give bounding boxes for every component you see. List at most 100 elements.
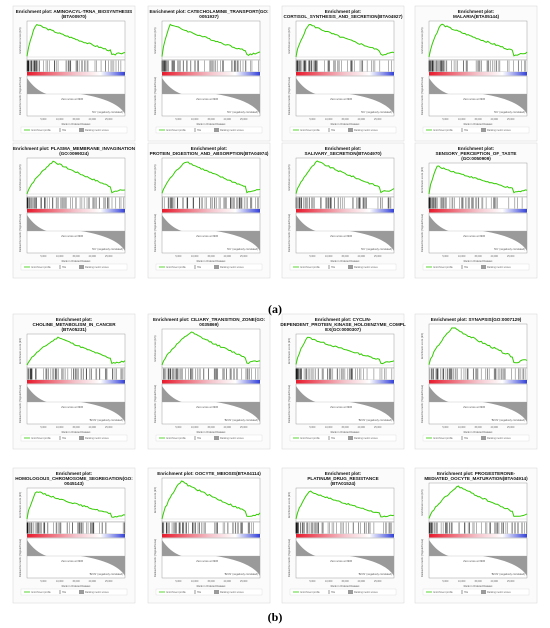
x-tick-label: 20,000 (491, 255, 499, 258)
legend-hits-label: Hits (331, 437, 336, 440)
gsea-panel-13: Enrichment plot:HOMOLOGOUS_CHROMOSOME_SE… (12, 467, 136, 604)
x-axis-label: Rank in Ordered Dataset (464, 122, 493, 126)
legend-metric-label: Ranking metric scores (487, 591, 511, 594)
panel-title-line: Enrichment plot: (458, 9, 495, 14)
x-tick-label: 20,000 (358, 426, 366, 429)
x-tick-label: 5,000 (40, 580, 47, 583)
metric-positive-area (162, 78, 182, 94)
x-tick-label: 20,000 (89, 255, 97, 258)
legend-profile-label: Enrichment profile (167, 437, 187, 440)
gsea-panel-2: Enrichment plot: CATECHOLAMINE_TRANSPORT… (147, 5, 271, 142)
legend-metric-label: Ranking metric scores (85, 437, 109, 440)
metric-positive-area (162, 215, 182, 231)
zero-cross-label: Zero score at 3936 (330, 97, 352, 101)
es-plot-area (161, 477, 261, 523)
x-tick-label: 25,000 (240, 426, 248, 429)
x-tick-label: 15,000 (207, 255, 215, 258)
x-axis-label: Rank in Ordered Dataset (331, 584, 360, 588)
neg-correlated-label: 'BrCN' (negatively correlated) (89, 418, 123, 422)
legend-profile-label: Enrichment profile (167, 129, 187, 132)
x-tick-label: 10,000 (325, 580, 333, 583)
x-tick-label: 5,000 (309, 255, 316, 258)
legend-box (289, 588, 397, 596)
x-tick-label: 20,000 (491, 580, 499, 583)
zero-cross-label: Zero score at 3936 (61, 97, 83, 101)
legend-profile-label: Enrichment profile (167, 591, 187, 594)
legend-swatch-metric (348, 265, 353, 269)
enrichment-curve (295, 23, 395, 58)
metric-negative-area (482, 556, 527, 576)
x-axis-label: Rank in Ordered Dataset (62, 584, 91, 588)
metric-color-bar (429, 209, 527, 213)
legend-hits-label: Hits (331, 591, 336, 594)
hits-band (295, 521, 395, 535)
legend-profile-label: Enrichment profile (301, 129, 321, 132)
x-tick-label: 10,000 (56, 118, 64, 121)
legend-metric-label: Ranking metric scores (487, 129, 511, 132)
legend-box (289, 434, 397, 442)
x-tick-label: 20,000 (224, 426, 232, 429)
x-tick-label: 25,000 (507, 426, 515, 429)
x-tick-label: 10,000 (325, 426, 333, 429)
legend-swatch-metric (214, 590, 219, 594)
neg-correlated-label: 'NC' (negatively correlated) (92, 247, 123, 251)
x-tick-label: 25,000 (507, 580, 515, 583)
legend-metric-label: Ranking metric scores (220, 437, 244, 440)
legend-hits-label: Hits (197, 266, 202, 269)
legend-hits-label: Hits (464, 591, 469, 594)
x-tick-label: 25,000 (240, 255, 248, 258)
panel-title-line: Enrichment plot: (56, 317, 93, 322)
neg-correlated-label: 'BrCN' (negatively correlated) (224, 418, 258, 422)
panel-title-line: (GO:0050909) (461, 156, 491, 161)
legend-box (422, 126, 530, 134)
neg-correlated-label: 'NC' (negatively correlated) (494, 247, 525, 251)
metric-axis-label: Ranked list metric (Signal2Noise) (153, 77, 157, 115)
es-plot-area (161, 157, 261, 198)
x-tick-label: 25,000 (374, 255, 382, 258)
panel-title-line: Enrichment plot: SYNAPSIS(GO:0007129) (431, 317, 522, 322)
gsea-panel-12: Enrichment plot: SYNAPSIS(GO:0007129) Enr… (414, 313, 538, 450)
metric-axis-label: Ranked list metric (Signal2Noise) (153, 385, 157, 423)
metric-color-bar (27, 380, 125, 384)
panel-title-line: PROTEIN_DIGESTION_AND_ABSORPTION(BTA0497… (150, 151, 269, 156)
gsea-panel-4: Enrichment plot:MALARIA(BTA05144) Enrichm… (414, 5, 538, 142)
x-axis-label: Rank in Ordered Dataset (62, 430, 91, 434)
legend-box (155, 263, 263, 271)
enrichment-curve (161, 331, 261, 366)
legend-metric-label: Ranking metric scores (220, 266, 244, 269)
zero-cross-label: Zero score at 3936 (330, 405, 352, 409)
metric-color-bar (162, 380, 260, 384)
x-tick-label: 15,000 (474, 118, 482, 121)
neg-correlated-label: 'NC' (negatively correlated) (227, 110, 258, 114)
legend-box (422, 263, 530, 271)
legend-swatch-metric (79, 265, 84, 269)
legend-swatch-metric (214, 128, 219, 132)
neg-correlated-label: 'BrCN' (negatively correlated) (491, 418, 525, 422)
legend-metric-label: Ranking metric scores (85, 129, 109, 132)
metric-color-bar (296, 209, 394, 213)
legend-hits-label: Hits (464, 437, 469, 440)
es-axis-label: Enrichment score (ES) (287, 338, 291, 364)
x-tick-label: 25,000 (507, 118, 515, 121)
x-tick-label: 10,000 (458, 255, 466, 258)
x-tick-label: 25,000 (240, 580, 248, 583)
legend-metric-label: Ranking metric scores (85, 591, 109, 594)
legend-swatch-metric (481, 590, 486, 594)
x-tick-label: 5,000 (175, 426, 182, 429)
x-tick-label: 20,000 (89, 118, 97, 121)
x-tick-label: 15,000 (72, 118, 80, 121)
x-tick-label: 5,000 (309, 118, 316, 121)
metric-positive-area (429, 78, 449, 94)
es-axis-label: Enrichment score (ES) (153, 335, 157, 361)
panel-title-line: (GO:0099024) (59, 151, 89, 156)
x-tick-label: 5,000 (309, 580, 316, 583)
metric-negative-area (349, 231, 394, 251)
panel-title-line: MALARIA(BTA05144) (453, 14, 500, 19)
x-tick-label: 15,000 (341, 118, 349, 121)
panel-title-line: Enrichment plot: CATECHOLAMINE_TRANSPORT… (149, 9, 269, 14)
panel-title-line: Enrichment plot: PLASMA_MEMBRANE_INVAGIN… (13, 146, 136, 151)
gsea-panel-8: Enrichment plot:SENSORY_PERCEPTION_OF_TA… (414, 142, 538, 279)
zero-cross-label: Zero score at 3936 (61, 405, 83, 409)
x-tick-label: 15,000 (207, 118, 215, 121)
es-plot-area (295, 487, 395, 523)
